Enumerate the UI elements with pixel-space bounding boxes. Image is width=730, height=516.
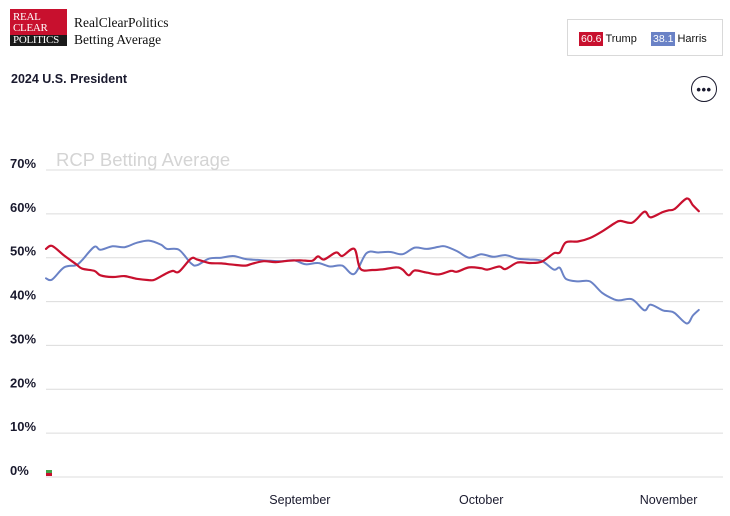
more-horizontal-icon: ••• [696, 81, 712, 97]
legend-label-harris: Harris [677, 33, 707, 45]
series-line-harris[interactable] [45, 239, 700, 325]
logo-line-3: POLITICS [10, 35, 67, 46]
x-tick-label: September [269, 493, 330, 507]
brand-line-2: Betting Average [74, 32, 162, 47]
y-tick-label: 0% [10, 463, 29, 478]
series-lines [44, 197, 700, 325]
legend-label-trump: Trump [605, 33, 637, 45]
logo-line-2: CLEAR [13, 22, 48, 34]
legend-value-trump: 60.6 [579, 32, 604, 46]
more-options-button[interactable]: ••• [691, 76, 717, 102]
x-tick-label: November [640, 493, 698, 507]
page-title: 2024 U.S. President [11, 72, 128, 86]
y-tick-label: 30% [10, 331, 36, 346]
y-tick-label: 40% [10, 288, 36, 303]
start-marker-red [46, 473, 52, 476]
chart-legend: 60.6 Trump 38.1 Harris [567, 19, 723, 56]
chart-title: RCP Betting Average [56, 149, 230, 170]
rcp-logo[interactable]: REAL CLEAR POLITICS [10, 9, 67, 46]
x-tick-label: October [459, 493, 503, 507]
series-line-trump[interactable] [44, 197, 700, 282]
legend-value-harris: 38.1 [651, 32, 676, 46]
legend-item-harris[interactable]: 38.1 Harris [651, 32, 707, 46]
brand-line-1: RealClearPolitics [74, 15, 169, 30]
legend-item-trump[interactable]: 60.6 Trump [579, 32, 637, 46]
logo-line-1: REAL [13, 11, 41, 23]
y-tick-label: 10% [10, 419, 36, 434]
x-axis: September October November [269, 493, 697, 507]
y-tick-label: 20% [10, 375, 36, 390]
y-tick-label: 60% [10, 200, 36, 215]
y-axis: 70% 60% 50% 40% 30% 20% 10% 0% [10, 156, 36, 478]
y-tick-label: 70% [10, 156, 36, 171]
y-tick-label: 50% [10, 244, 36, 259]
brand-name: RealClearPolitics Betting Average [74, 14, 168, 48]
grid-lines [46, 169, 723, 478]
